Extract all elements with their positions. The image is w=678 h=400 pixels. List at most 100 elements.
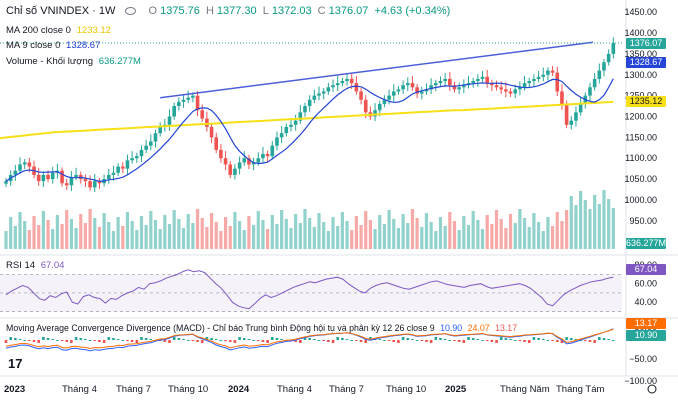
- macd-histogram-bar: [275, 338, 279, 340]
- macd-value-1: 10.90: [440, 323, 463, 333]
- ma9-legend[interactable]: MA 9 close 0 1328.67: [6, 40, 103, 51]
- symbol-title[interactable]: Chỉ số VNINDEX · 1W: [6, 5, 116, 17]
- macd-histogram-bar: [397, 340, 400, 343]
- price-tick-label: 1400.00: [624, 28, 657, 38]
- macd-histogram-bar: [186, 340, 190, 341]
- macd-histogram-bar: [116, 339, 120, 340]
- ma200-value: 1233.12: [76, 25, 111, 36]
- candle-body: [504, 89, 508, 92]
- volume-bar: [336, 226, 340, 249]
- macd-histogram-bar: [308, 338, 311, 340]
- candle-body: [377, 103, 382, 111]
- macd-histogram-bar: [14, 338, 17, 340]
- volume-bar: [195, 209, 200, 249]
- macd-histogram-bar: [453, 340, 456, 341]
- candle-body: [307, 99, 312, 107]
- volume-bar: [392, 219, 396, 249]
- volume-bar: [396, 228, 401, 249]
- ma200-price-tag: 1235.12: [626, 96, 666, 107]
- volume-bar: [27, 230, 31, 249]
- candle-body: [158, 126, 162, 134]
- candle-body: [518, 87, 522, 90]
- candle-body: [387, 95, 391, 100]
- ma9-price-tag: 1328.67: [626, 57, 666, 68]
- candle-body: [167, 116, 172, 125]
- macd-histogram-bar: [74, 337, 78, 340]
- candle-body: [205, 118, 209, 127]
- volume-bar: [41, 211, 45, 249]
- volume-legend[interactable]: Volume - Khối lượng 636.277M: [6, 56, 144, 67]
- candle-body: [149, 141, 153, 146]
- time-tick-label: 2024: [228, 384, 250, 395]
- open-label: O: [148, 5, 158, 17]
- candle-body: [345, 78, 349, 82]
- candle-body: [247, 158, 251, 165]
- visibility-eye-icon[interactable]: [125, 7, 137, 16]
- candle-body: [312, 95, 317, 100]
- volume-bar: [93, 218, 97, 249]
- volume-bar: [499, 219, 503, 249]
- macd-histogram-bar: [504, 338, 508, 340]
- candle-body: [18, 164, 22, 171]
- volume-bar: [541, 231, 545, 249]
- candle-body: [578, 103, 583, 113]
- macd-histogram-bar: [439, 338, 442, 340]
- candle-body: [177, 101, 181, 107]
- volume-bar: [312, 227, 316, 249]
- candle-body: [560, 91, 564, 104]
- volume-bar: [181, 228, 186, 249]
- time-tick-label: Tháng 7: [116, 384, 151, 395]
- volume-bar: [593, 195, 597, 249]
- time-tick-label: Tháng 4: [277, 384, 312, 395]
- candle-body: [200, 110, 205, 119]
- volume-bar: [308, 218, 312, 249]
- macd-histogram-bar: [4, 340, 8, 343]
- macd-histogram-bar: [177, 338, 181, 340]
- ma200-legend[interactable]: MA 200 close 0 1233.12: [6, 25, 114, 36]
- macd-histogram-bar: [364, 340, 368, 343]
- candle-body: [574, 112, 578, 121]
- price-tick-label: 950.00: [629, 216, 657, 226]
- volume-bar: [172, 210, 176, 249]
- macd-histogram-bar: [401, 337, 405, 340]
- rsi-legend[interactable]: RSI 14 67.04: [6, 260, 67, 271]
- volume-bar: [607, 199, 611, 249]
- candle-body: [419, 91, 424, 94]
- candle-body: [116, 166, 120, 173]
- volume-bar: [247, 216, 251, 249]
- macd-histogram-bar: [532, 337, 536, 340]
- volume-bar: [228, 226, 232, 249]
- volume-bar: [237, 221, 242, 249]
- macd-histogram-bar: [247, 339, 251, 340]
- time-tick-label: 2025: [445, 384, 467, 395]
- candle-body: [434, 83, 438, 86]
- volume-bar: [574, 205, 578, 249]
- candle-body: [494, 85, 499, 88]
- macd-histogram-bar: [102, 340, 106, 343]
- volume-bar: [457, 230, 461, 249]
- macd-histogram-bar: [336, 337, 339, 340]
- candle-body: [499, 87, 504, 90]
- tradingview-logo[interactable]: 17: [8, 356, 23, 371]
- candle-body: [462, 85, 466, 88]
- candle-body: [611, 43, 616, 54]
- macd-histogram-bar: [331, 340, 335, 343]
- volume-bar: [602, 190, 606, 249]
- rsi-tick-label: 60.00: [634, 279, 657, 289]
- macd-histogram-bar: [280, 339, 283, 340]
- candle-body: [335, 83, 340, 86]
- volume-bar: [518, 209, 522, 249]
- candle-body: [363, 99, 368, 113]
- candle-body: [569, 120, 574, 125]
- candle-body: [60, 170, 64, 184]
- close-price-tag: 1376.07: [626, 38, 666, 49]
- macd-histogram-bar: [191, 340, 195, 341]
- macd-histogram-bar: [387, 340, 391, 341]
- volume-bar: [23, 221, 27, 249]
- candle-body: [289, 124, 293, 127]
- volume-bar: [130, 221, 134, 249]
- macd-legend[interactable]: Moving Average Convergence Divergence (M…: [6, 323, 520, 333]
- time-tick-label: Tháng 10: [386, 384, 426, 395]
- macd-histogram-bar: [313, 339, 316, 340]
